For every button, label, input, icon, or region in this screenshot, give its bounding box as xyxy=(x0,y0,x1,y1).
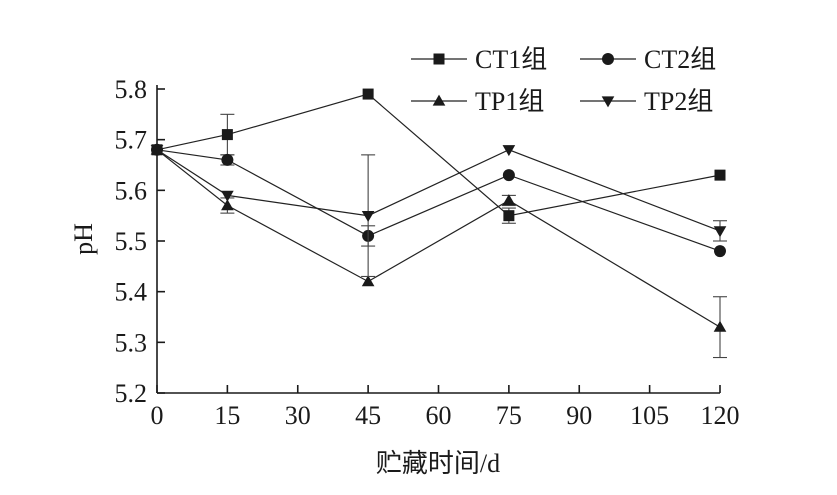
legend-item: CT1组 xyxy=(411,45,547,74)
x-tick-label: 105 xyxy=(630,401,669,430)
legend-marker xyxy=(432,94,446,106)
x-axis-title: 贮藏时间/d xyxy=(376,449,500,478)
series-1 xyxy=(151,88,726,224)
x-tick-label: 60 xyxy=(426,401,452,430)
series-4 xyxy=(150,145,727,278)
data-point xyxy=(714,245,726,258)
legend-label: TP2组 xyxy=(644,87,713,116)
series-line xyxy=(156,149,721,232)
legend-label: TP1组 xyxy=(475,87,544,116)
x-tick-label: 15 xyxy=(214,401,240,430)
axes xyxy=(156,85,720,394)
data-point xyxy=(221,153,234,166)
x-ticks: 0 15 30 45 60 75 90 105 120 xyxy=(151,385,740,430)
series-layer xyxy=(150,88,727,359)
legend-label: CT1组 xyxy=(475,45,547,74)
y-tick-label: 5.3 xyxy=(115,328,148,357)
legend-label: CT2组 xyxy=(644,45,716,74)
data-point xyxy=(503,210,515,222)
x-tick-label: 120 xyxy=(701,401,740,430)
y-tick-label: 5.8 xyxy=(115,75,148,104)
legend-marker xyxy=(601,96,615,108)
y-axis-title: pH xyxy=(69,223,98,255)
data-point xyxy=(361,210,375,222)
data-point xyxy=(713,226,727,238)
data-point xyxy=(221,190,234,202)
legend-item: TP2组 xyxy=(580,87,713,116)
legend-marker xyxy=(433,53,445,65)
data-point xyxy=(221,129,233,141)
legend: CT1组 CT2组 TP1组 TP2组 xyxy=(411,45,716,116)
data-point xyxy=(361,275,375,287)
y-ticks: 5.2 5.3 5.4 5.5 5.6 5.7 5.8 xyxy=(115,75,165,408)
y-tick-label: 5.7 xyxy=(115,126,148,155)
x-tick-label: 45 xyxy=(355,401,381,430)
y-tick-label: 5.5 xyxy=(115,227,148,256)
y-tick-label: 5.6 xyxy=(115,176,148,205)
data-point xyxy=(502,194,516,206)
legend-marker xyxy=(602,53,614,65)
data-point xyxy=(502,145,516,157)
series-line xyxy=(156,149,721,328)
data-point xyxy=(150,145,164,157)
y-tick-label: 5.2 xyxy=(115,379,148,408)
x-tick-label: 0 xyxy=(151,401,164,430)
x-tick-label: 30 xyxy=(285,401,311,430)
legend-item: CT2组 xyxy=(580,45,716,74)
series-3 xyxy=(150,143,727,359)
series-line xyxy=(156,149,721,252)
data-point xyxy=(714,169,726,181)
x-tick-label: 75 xyxy=(496,401,522,430)
legend-item: TP1组 xyxy=(411,87,544,116)
data-point xyxy=(502,169,515,182)
x-tick-label: 90 xyxy=(566,401,592,430)
y-tick-label: 5.4 xyxy=(115,278,148,307)
data-point xyxy=(221,199,234,211)
data-point xyxy=(713,320,727,332)
data-point xyxy=(362,88,374,100)
